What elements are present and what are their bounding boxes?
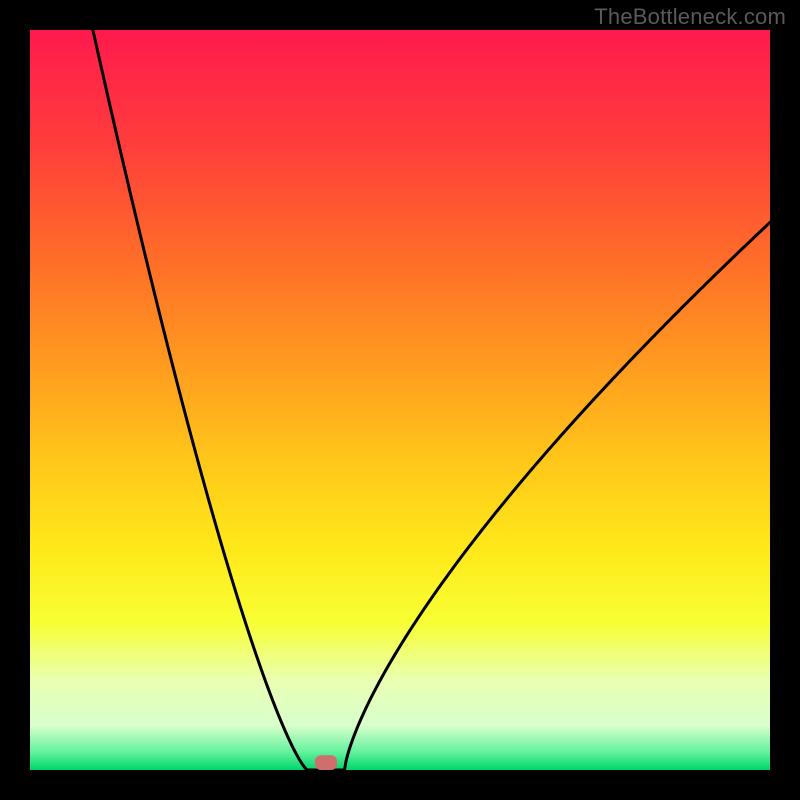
watermark-text: TheBottleneck.com [594, 4, 786, 30]
optimal-marker [315, 755, 337, 770]
chart-stage: TheBottleneck.com [0, 0, 800, 800]
chart-gradient-bg [30, 30, 770, 770]
bottleneck-chart [0, 0, 800, 800]
